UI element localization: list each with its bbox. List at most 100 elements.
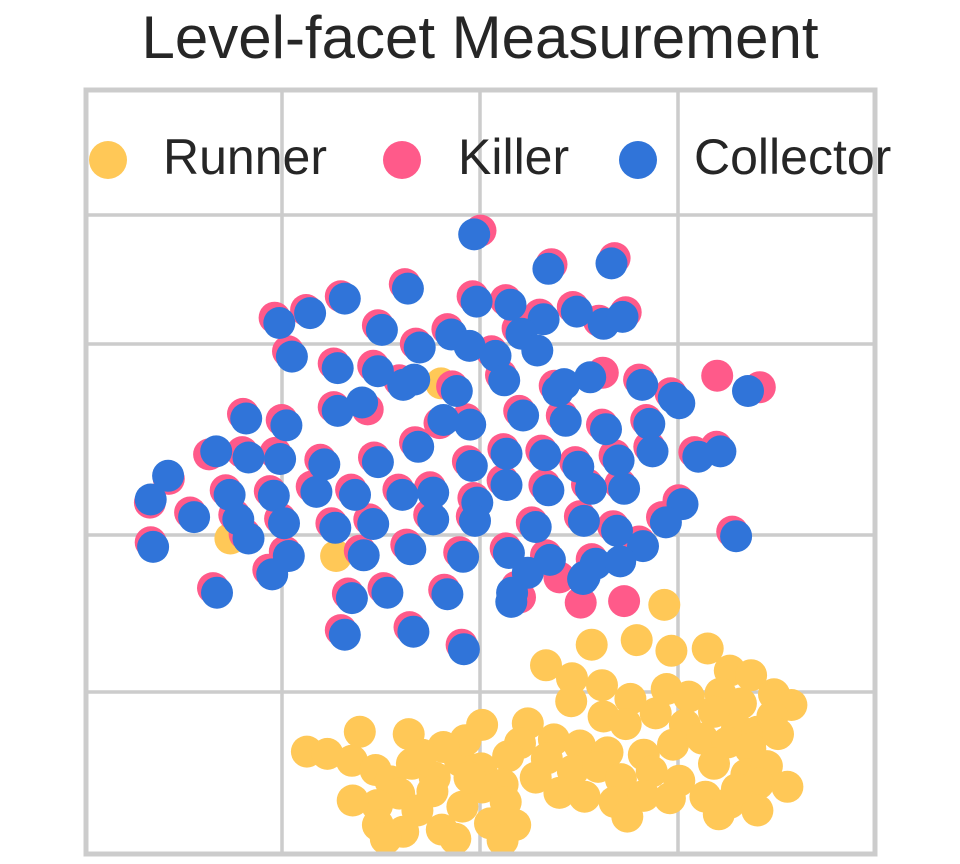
point-collector-47 — [529, 439, 562, 472]
point-collector-104 — [398, 363, 431, 396]
point-collector-40 — [232, 441, 265, 474]
point-collector-45 — [455, 449, 488, 482]
point-runner-38 — [762, 718, 794, 751]
point-runner-20 — [555, 685, 588, 718]
point-runner-62 — [492, 740, 525, 773]
point-runner-49 — [568, 780, 601, 813]
point-runner-57 — [611, 800, 644, 833]
point-killer-96 — [564, 586, 597, 619]
legend-item-runner: Runner — [89, 129, 327, 185]
point-collector-62 — [532, 474, 565, 507]
point-collector-12 — [263, 307, 296, 339]
point-collector-29 — [200, 435, 233, 468]
point-collector-4 — [328, 282, 361, 315]
point-collector-77 — [649, 506, 682, 539]
point-runner-82 — [336, 784, 369, 817]
point-collector-107 — [548, 368, 581, 401]
point-collector-54 — [213, 478, 246, 511]
point-collector-98 — [328, 618, 361, 651]
points-layer — [133, 214, 808, 857]
point-runner-10 — [530, 649, 562, 682]
point-collector-9 — [560, 295, 593, 328]
point-runner-12 — [586, 669, 618, 702]
point-collector-44 — [402, 430, 435, 463]
point-runner-17 — [724, 687, 757, 720]
legend-marker-killer — [383, 141, 421, 179]
chart-title: Level-facet Measurement — [142, 4, 819, 71]
legend-item-collector: Collector — [619, 129, 891, 185]
point-collector-37 — [549, 404, 582, 437]
point-runner-60 — [720, 773, 753, 806]
point-collector-16 — [479, 339, 512, 372]
point-runner-58 — [702, 798, 735, 831]
point-collector-78 — [720, 520, 753, 553]
legend-label-collector: Collector — [694, 129, 891, 185]
point-runner-79 — [406, 738, 439, 771]
point-collector-84 — [447, 540, 480, 573]
point-killer-28 — [701, 359, 734, 392]
point-collector-25 — [574, 361, 607, 394]
point-collector-85 — [492, 537, 525, 569]
point-collector-20 — [361, 355, 394, 388]
point-runner-4 — [575, 628, 608, 661]
point-collector-5 — [391, 272, 424, 305]
point-runner-31 — [563, 729, 596, 762]
point-collector-83 — [394, 533, 427, 566]
point-collector-61 — [490, 469, 523, 501]
legend: Runner Killer Collector — [89, 129, 891, 185]
point-collector-70 — [319, 511, 352, 544]
point-collector-71 — [357, 508, 390, 540]
point-runner-13 — [614, 682, 647, 715]
point-runner-9 — [735, 659, 768, 692]
point-collector-82 — [347, 539, 380, 572]
point-collector-18 — [275, 340, 308, 373]
point-collector-67 — [178, 501, 211, 534]
point-collector-91 — [335, 582, 368, 615]
series-collector — [134, 218, 764, 666]
point-runner-6 — [655, 634, 688, 667]
point-collector-7 — [494, 288, 527, 321]
point-runner-95 — [369, 822, 402, 855]
point-runner-77 — [466, 708, 499, 741]
point-collector-72 — [417, 503, 450, 536]
point-collector-0 — [458, 218, 491, 251]
point-runner-7 — [691, 632, 724, 665]
point-collector-75 — [567, 504, 600, 537]
point-collector-46 — [490, 437, 523, 470]
point-collector-31 — [270, 409, 303, 442]
point-collector-92 — [371, 576, 404, 609]
point-collector-88 — [627, 530, 659, 563]
point-collector-1 — [532, 252, 565, 285]
point-collector-80 — [232, 522, 265, 555]
point-collector-56 — [300, 475, 333, 508]
point-collector-89 — [201, 576, 233, 609]
point-collector-43 — [361, 446, 394, 479]
point-collector-100 — [447, 633, 480, 666]
point-collector-79 — [137, 530, 170, 563]
point-collector-42 — [308, 448, 341, 481]
point-runner-91 — [486, 824, 519, 857]
point-collector-19 — [321, 352, 354, 385]
point-collector-73 — [459, 504, 491, 537]
point-runner-96 — [453, 761, 486, 794]
legend-marker-collector — [619, 141, 657, 179]
point-runner-34 — [657, 728, 689, 761]
legend-marker-runner — [89, 141, 127, 179]
point-collector-3 — [294, 297, 327, 330]
point-collector-2 — [595, 247, 628, 280]
point-collector-34 — [427, 404, 460, 436]
point-collector-105 — [453, 329, 486, 362]
point-collector-76 — [601, 514, 633, 547]
point-collector-63 — [575, 472, 607, 505]
point-collector-36 — [507, 399, 540, 432]
point-runner-15 — [672, 680, 705, 713]
point-collector-74 — [519, 511, 552, 543]
point-runner-45 — [698, 747, 730, 780]
point-runner-94 — [416, 775, 449, 808]
point-collector-69 — [268, 507, 300, 540]
point-collector-14 — [403, 331, 436, 364]
legend-item-killer: Killer — [383, 129, 569, 185]
point-collector-106 — [521, 334, 554, 367]
point-collector-58 — [386, 478, 419, 511]
